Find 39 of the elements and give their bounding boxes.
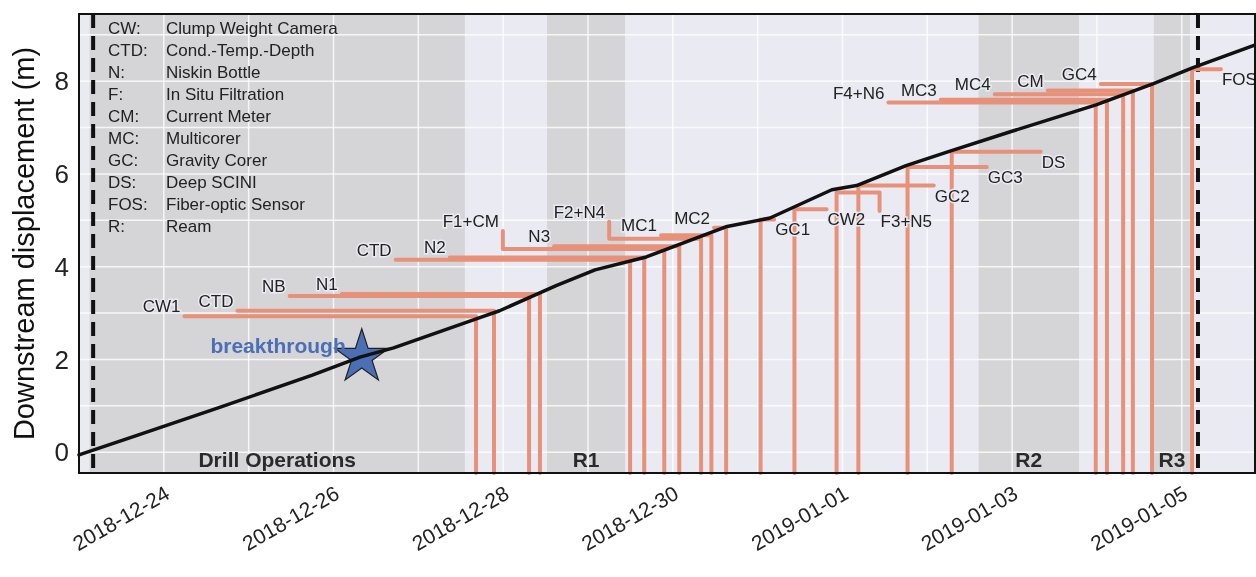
band-label: R1 bbox=[572, 448, 600, 471]
annotation: CTD: Cond.-Temp.-Depth bbox=[108, 41, 315, 60]
text: CM: Current Meter bbox=[108, 107, 271, 126]
series-label: F1+CM bbox=[442, 211, 499, 231]
series-label: CW1 bbox=[142, 297, 181, 317]
y-tick-label: 8 bbox=[54, 66, 69, 97]
text: MC: Multicorer bbox=[108, 129, 241, 148]
series-label: MC1 bbox=[621, 216, 658, 236]
text: R: Ream bbox=[108, 217, 212, 236]
band-label: R3 bbox=[1158, 448, 1186, 471]
series-label: CTD bbox=[356, 240, 392, 260]
text: DS: Deep SCINI bbox=[108, 173, 257, 192]
series-label: F4+N6 bbox=[832, 83, 885, 103]
text: F: In Situ Filtration bbox=[108, 85, 285, 104]
series-label: NB bbox=[261, 276, 286, 296]
text: CW: Clump Weight Camera bbox=[108, 19, 338, 38]
y-tick-label: 2 bbox=[54, 344, 69, 375]
text: GC: Gravity Corer bbox=[108, 151, 268, 170]
series-label: DS bbox=[1041, 152, 1066, 172]
series-label: GC3 bbox=[987, 168, 1023, 187]
y-tick-label: 4 bbox=[54, 251, 69, 282]
series-label: N2 bbox=[424, 238, 446, 258]
series-label: CTD bbox=[198, 291, 234, 311]
series-label: F2+N4 bbox=[553, 202, 606, 222]
y-tick-label: 0 bbox=[54, 437, 69, 468]
series-label: N1 bbox=[316, 275, 338, 295]
series-label: MC2 bbox=[674, 208, 711, 228]
series-label: CM bbox=[1017, 71, 1044, 91]
y-tick-label: 6 bbox=[54, 159, 69, 190]
y-axis-title: Downstream displacement (m) bbox=[8, 46, 40, 441]
annotation: breakthrough bbox=[210, 334, 346, 358]
series-label: MC3 bbox=[900, 80, 937, 100]
band-label: R2 bbox=[1015, 448, 1043, 471]
band-label: Drill Operations bbox=[198, 448, 356, 471]
text: N: Niskin Bottle bbox=[108, 63, 261, 82]
series-label: GC4 bbox=[1061, 65, 1097, 85]
series-label: N3 bbox=[528, 227, 551, 247]
annotation: FOS: Fiber-optic Sensor bbox=[108, 195, 306, 214]
series-label: MC4 bbox=[954, 75, 991, 95]
